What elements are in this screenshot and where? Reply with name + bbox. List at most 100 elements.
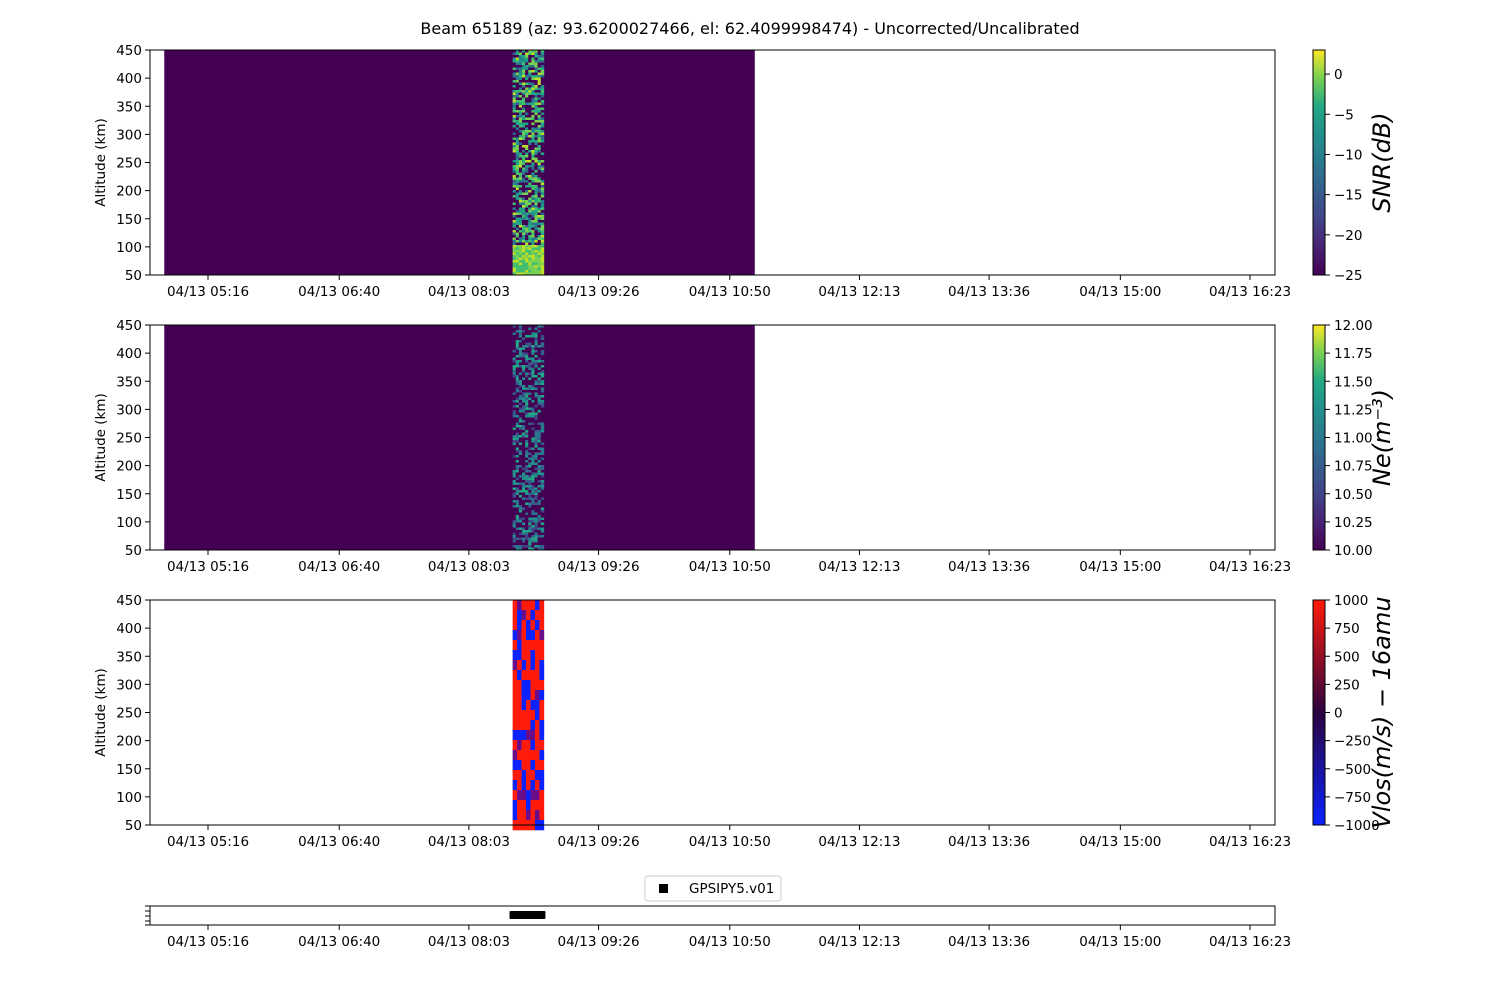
heatmap-cell bbox=[522, 107, 526, 111]
heatmap-cell bbox=[537, 192, 542, 196]
heatmap-cell bbox=[537, 432, 542, 436]
heatmap-cell bbox=[512, 50, 517, 53]
heatmap-cell bbox=[531, 532, 535, 536]
heatmap-cell bbox=[522, 542, 526, 546]
heatmap-cell bbox=[512, 407, 517, 411]
heatmap-cell bbox=[518, 537, 523, 541]
heatmap-cell bbox=[525, 425, 529, 428]
heatmap-cell bbox=[540, 325, 545, 328]
heatmap-cell bbox=[540, 355, 545, 358]
heatmap-cell bbox=[528, 255, 532, 258]
heatmap-cell bbox=[534, 147, 538, 151]
heatmap-cell bbox=[515, 267, 520, 271]
heatmap-cell bbox=[534, 165, 538, 168]
heatmap-cell bbox=[515, 50, 520, 53]
heatmap-cell bbox=[525, 202, 529, 206]
heatmap-cell bbox=[540, 92, 545, 96]
heatmap-cell bbox=[512, 197, 517, 201]
heatmap-cell bbox=[522, 205, 526, 208]
heatmap-cell bbox=[522, 527, 526, 531]
heatmap-cell bbox=[528, 537, 532, 541]
heatmap-cell bbox=[522, 487, 526, 491]
heatmap-cell bbox=[534, 522, 538, 526]
heatmap-cell bbox=[522, 362, 526, 366]
heatmap-cell bbox=[517, 740, 522, 751]
x-tick-label: 04/13 08:03 bbox=[428, 559, 510, 575]
heatmap-cell bbox=[531, 382, 535, 386]
heatmap-cell bbox=[540, 212, 545, 216]
heatmap-cell bbox=[518, 512, 523, 516]
heatmap-cell bbox=[517, 600, 522, 611]
heatmap-cell bbox=[525, 97, 529, 101]
heatmap-cell bbox=[531, 237, 535, 241]
heatmap-cell bbox=[518, 515, 523, 518]
heatmap-cell bbox=[518, 70, 523, 73]
heatmap-cell bbox=[515, 235, 520, 238]
heatmap-cell bbox=[525, 375, 529, 378]
heatmap-cell bbox=[537, 467, 542, 471]
heatmap-cell bbox=[512, 395, 517, 398]
heatmap-cell bbox=[534, 140, 538, 143]
heatmap-cell bbox=[515, 185, 520, 188]
heatmap-cell bbox=[521, 600, 527, 611]
heatmap-cell bbox=[515, 195, 520, 198]
heatmap-cell bbox=[528, 170, 532, 173]
heatmap-cell bbox=[528, 387, 532, 391]
heatmap-cell bbox=[521, 760, 527, 771]
heatmap-cell bbox=[517, 780, 522, 791]
heatmap-cell bbox=[522, 360, 526, 363]
heatmap-cell bbox=[522, 207, 526, 211]
heatmap-cell bbox=[540, 205, 545, 208]
heatmap-cell bbox=[515, 372, 520, 376]
heatmap-cell bbox=[528, 532, 532, 536]
heatmap-cell bbox=[537, 340, 542, 343]
heatmap-cell bbox=[531, 330, 535, 333]
y-tick-label: 300 bbox=[116, 402, 142, 418]
heatmap-cell bbox=[540, 425, 545, 428]
heatmap-cell bbox=[540, 142, 545, 146]
heatmap-cell bbox=[534, 800, 540, 811]
heatmap-cell bbox=[531, 200, 535, 203]
heatmap-cell bbox=[512, 790, 518, 801]
heatmap-cell bbox=[525, 272, 529, 276]
heatmap-cell bbox=[528, 385, 532, 388]
heatmap-cell bbox=[522, 57, 526, 61]
heatmap-cell bbox=[534, 535, 538, 538]
x-tick-label: 04/13 15:00 bbox=[1079, 834, 1161, 850]
heatmap-cell bbox=[537, 452, 542, 456]
heatmap-cell bbox=[518, 435, 523, 438]
heatmap-cell bbox=[512, 720, 518, 731]
heatmap-cell bbox=[515, 52, 520, 56]
y-tick-label: 300 bbox=[116, 677, 142, 693]
heatmap-cell bbox=[522, 265, 526, 268]
heatmap-cell bbox=[528, 462, 532, 466]
heatmap-cell bbox=[512, 405, 517, 408]
heatmap-cell bbox=[522, 457, 526, 461]
heatmap-cell bbox=[528, 432, 532, 436]
heatmap-cell bbox=[531, 497, 535, 501]
heatmap-cell bbox=[534, 405, 538, 408]
heatmap-cell bbox=[528, 442, 532, 446]
heatmap-cell bbox=[540, 397, 545, 401]
heatmap-cell bbox=[531, 67, 535, 71]
heatmap-cell bbox=[540, 405, 545, 408]
heatmap-cell bbox=[515, 197, 520, 201]
heatmap-cell bbox=[512, 240, 517, 243]
heatmap-cell bbox=[518, 352, 523, 356]
heatmap-cell bbox=[531, 492, 535, 496]
colorbar-tick-label: 11.50 bbox=[1334, 374, 1373, 390]
heatmap-cell bbox=[525, 245, 529, 248]
heatmap-cell bbox=[531, 105, 535, 108]
heatmap-cell bbox=[530, 600, 536, 611]
heatmap-cell bbox=[525, 525, 529, 528]
heatmap-cell bbox=[528, 100, 532, 103]
heatmap-cell bbox=[525, 85, 529, 88]
heatmap-cell bbox=[515, 382, 520, 386]
heatmap-cell bbox=[512, 215, 517, 218]
heatmap-cell bbox=[518, 410, 523, 413]
heatmap-cell bbox=[522, 267, 526, 271]
heatmap-cell bbox=[531, 445, 535, 448]
heatmap-cell bbox=[534, 137, 538, 141]
heatmap-cell bbox=[531, 190, 535, 193]
heatmap-cell bbox=[528, 502, 532, 506]
